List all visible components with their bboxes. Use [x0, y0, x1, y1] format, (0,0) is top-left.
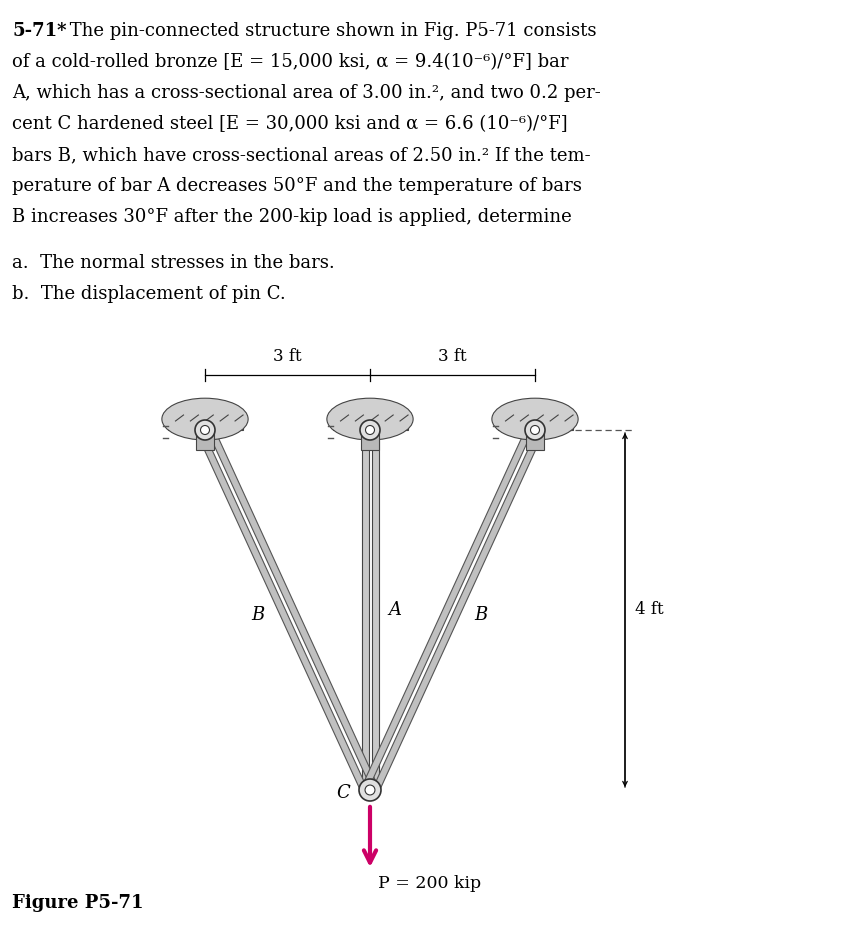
Polygon shape [372, 431, 543, 793]
Text: a.  The normal stresses in the bars.: a. The normal stresses in the bars. [12, 254, 335, 272]
Bar [333, 421, 408, 430]
Text: cent C hardened steel [E = 30,000 ksi and α = 6.6 (10⁻⁶)/°F]: cent C hardened steel [E = 30,000 ksi an… [12, 115, 568, 133]
Text: 3 ft: 3 ft [439, 348, 467, 365]
Circle shape [530, 426, 540, 434]
Polygon shape [207, 427, 378, 790]
Ellipse shape [162, 398, 248, 440]
Text: 5-71*: 5-71* [12, 22, 67, 40]
Circle shape [359, 779, 381, 801]
Circle shape [525, 420, 545, 440]
Polygon shape [362, 430, 369, 790]
Text: A: A [388, 601, 401, 619]
Text: b.  The displacement of pin C.: b. The displacement of pin C. [12, 285, 286, 303]
Circle shape [360, 420, 380, 440]
Bar [168, 421, 243, 430]
Text: 3 ft: 3 ft [274, 348, 302, 365]
Text: P = 200 kip: P = 200 kip [378, 875, 481, 892]
Text: Figure P5-71: Figure P5-71 [12, 894, 144, 912]
Text: B: B [475, 606, 487, 624]
Text: B: B [251, 606, 264, 624]
Circle shape [195, 420, 215, 440]
Circle shape [365, 785, 375, 795]
Circle shape [201, 426, 209, 434]
Polygon shape [362, 427, 534, 790]
Bar [526, 430, 544, 450]
Text: The pin-connected structure shown in Fig. P5-71 consists: The pin-connected structure shown in Fig… [64, 22, 597, 40]
Ellipse shape [327, 398, 413, 440]
Text: perature of bar A decreases 50°F and the temperature of bars: perature of bar A decreases 50°F and the… [12, 177, 582, 195]
Text: B increases 30°F after the 200-kip load is applied, determine: B increases 30°F after the 200-kip load … [12, 208, 572, 226]
Text: of a cold-rolled bronze [E = 15,000 ksi, α = 9.4(10⁻⁶)/°F] bar: of a cold-rolled bronze [E = 15,000 ksi,… [12, 53, 569, 71]
Polygon shape [197, 431, 369, 793]
Polygon shape [372, 430, 379, 790]
Bar [498, 421, 573, 430]
Text: 4 ft: 4 ft [635, 602, 663, 618]
Circle shape [365, 426, 374, 434]
Bar [361, 430, 379, 450]
Text: C: C [336, 784, 350, 802]
Text: bars B, which have cross-sectional areas of 2.50 in.² If the tem-: bars B, which have cross-sectional areas… [12, 146, 591, 164]
Text: A, which has a cross-sectional area of 3.00 in.², and two 0.2 per-: A, which has a cross-sectional area of 3… [12, 84, 601, 102]
Ellipse shape [492, 398, 578, 440]
Bar [196, 430, 214, 450]
